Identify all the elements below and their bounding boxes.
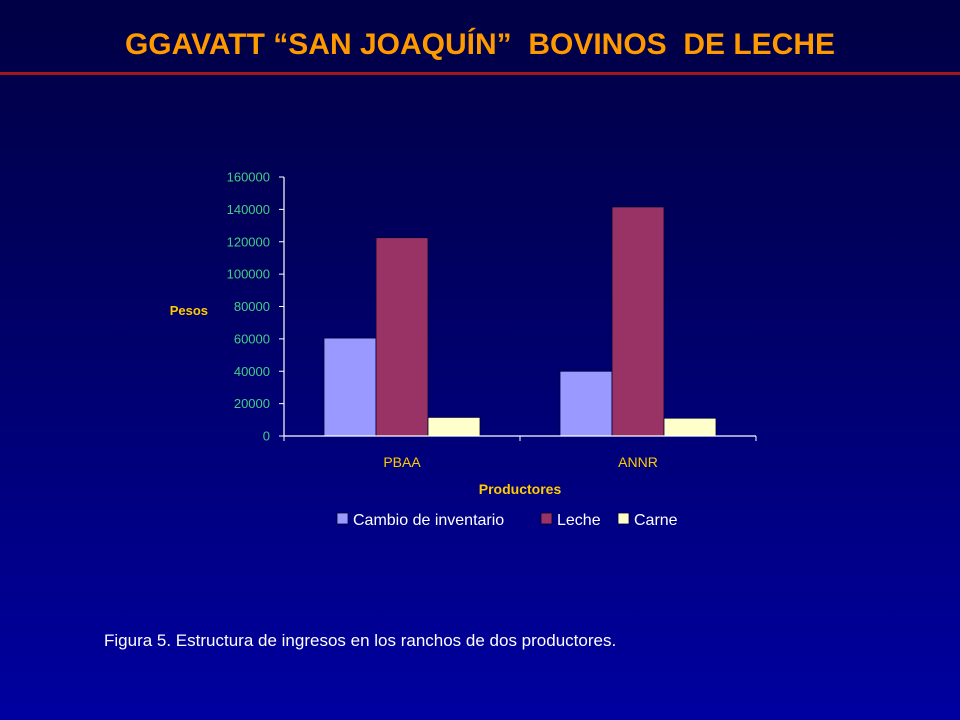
y-tick-label: 60000 — [234, 331, 270, 346]
y-tick-label: 0 — [263, 429, 270, 444]
x-category-label: PBAA — [383, 454, 421, 470]
bar-leche-annr — [611, 206, 665, 437]
figure-caption: Figura 5. Estructura de ingresos en los … — [104, 631, 617, 650]
y-tick-label: 140000 — [227, 202, 270, 217]
legend-swatch — [617, 512, 630, 525]
legend-label: Carne — [634, 512, 678, 529]
y-tick-label: 80000 — [234, 299, 270, 314]
bars — [323, 206, 717, 437]
axes — [283, 177, 757, 441]
bar-cambio-de-inventario-annr — [559, 370, 613, 437]
y-tick-label: 100000 — [227, 267, 270, 282]
bar-cambio-de-inventario-pbaa — [323, 337, 377, 437]
bar-carne-annr — [663, 417, 717, 437]
y-axis-ticks: 0 20000 40000 60000 80000 100000 120000 140000 1… — [227, 170, 284, 444]
y-tick-label: 20000 — [234, 396, 270, 411]
x-axis-label: Productores — [479, 481, 562, 497]
legend-label: Cambio de inventario — [353, 512, 504, 529]
legend-label: Leche — [557, 512, 601, 529]
y-axis-label: Pesos — [170, 303, 208, 318]
x-axis-categories: PBAA ANNR — [383, 454, 658, 470]
x-category-label: ANNR — [618, 454, 658, 470]
legend: Cambio de inventario Leche Carne — [336, 512, 678, 529]
bar-carne-pbaa — [427, 416, 481, 437]
legend-swatch — [540, 512, 553, 525]
page-title: GGAVATT “SAN JOAQUÍN” BOVINOS DE LECHE — [124, 28, 836, 61]
legend-swatch — [336, 512, 349, 525]
bar-leche-pbaa — [375, 237, 429, 437]
title-divider — [0, 72, 960, 75]
y-tick-label: 160000 — [227, 170, 270, 185]
y-tick-label: 120000 — [227, 234, 270, 249]
y-tick-label: 40000 — [234, 364, 270, 379]
